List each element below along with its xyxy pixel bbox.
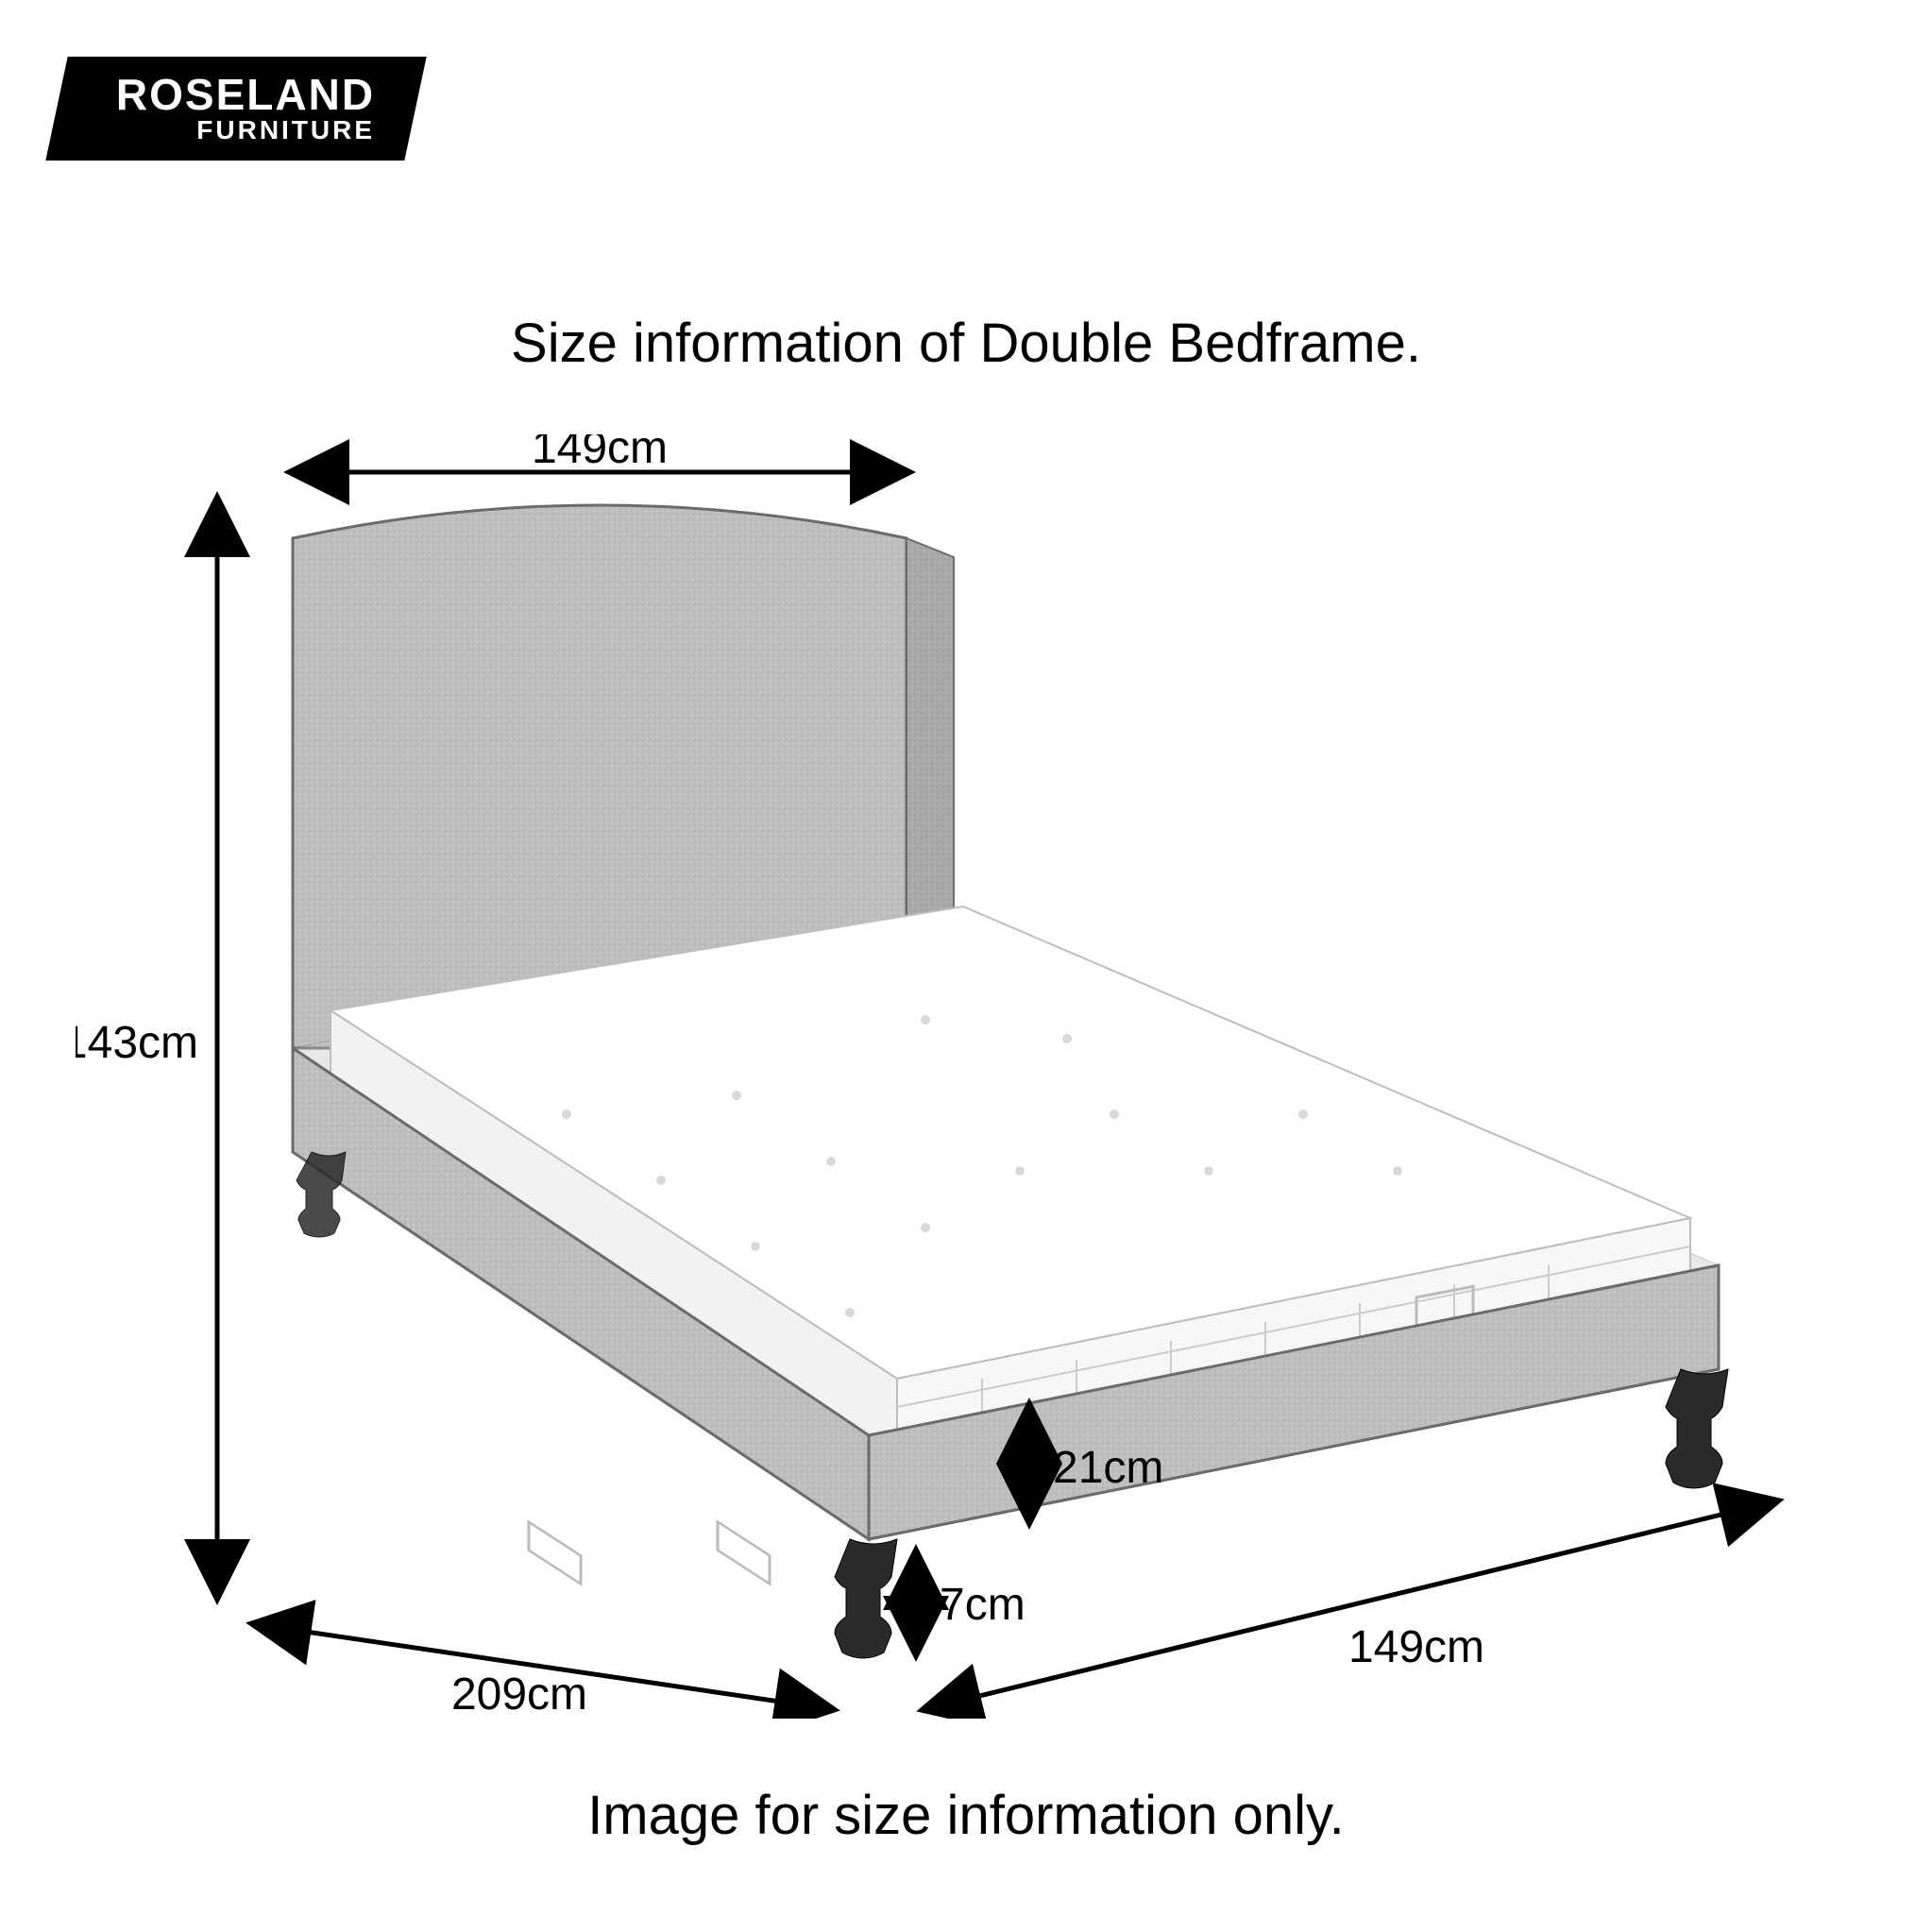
page-title: Size information of Double Bedframe. [0,312,1932,375]
label-foot-width: 149cm [1348,1622,1484,1672]
label-headboard-width: 149cm [532,434,668,473]
label-height: 143cm [76,1018,198,1068]
brand-line1: ROSELAND [116,73,375,116]
label-length: 209cm [451,1669,587,1719]
label-rail-height: 21cm [1053,1443,1163,1493]
dim-line-foot-width [925,1501,1775,1709]
label-leg-height: 7cm [940,1580,1025,1630]
page: ROSELAND FURNITURE Size information of D… [0,0,1932,1932]
brand-line2: FURNITURE [116,116,375,145]
brand-logo: ROSELAND FURNITURE [45,57,426,161]
bedframe-diagram: 149cm 143cm 209cm 149cm 21cm 7cm [76,434,1856,1719]
footer-note: Image for size information only. [0,1784,1932,1847]
